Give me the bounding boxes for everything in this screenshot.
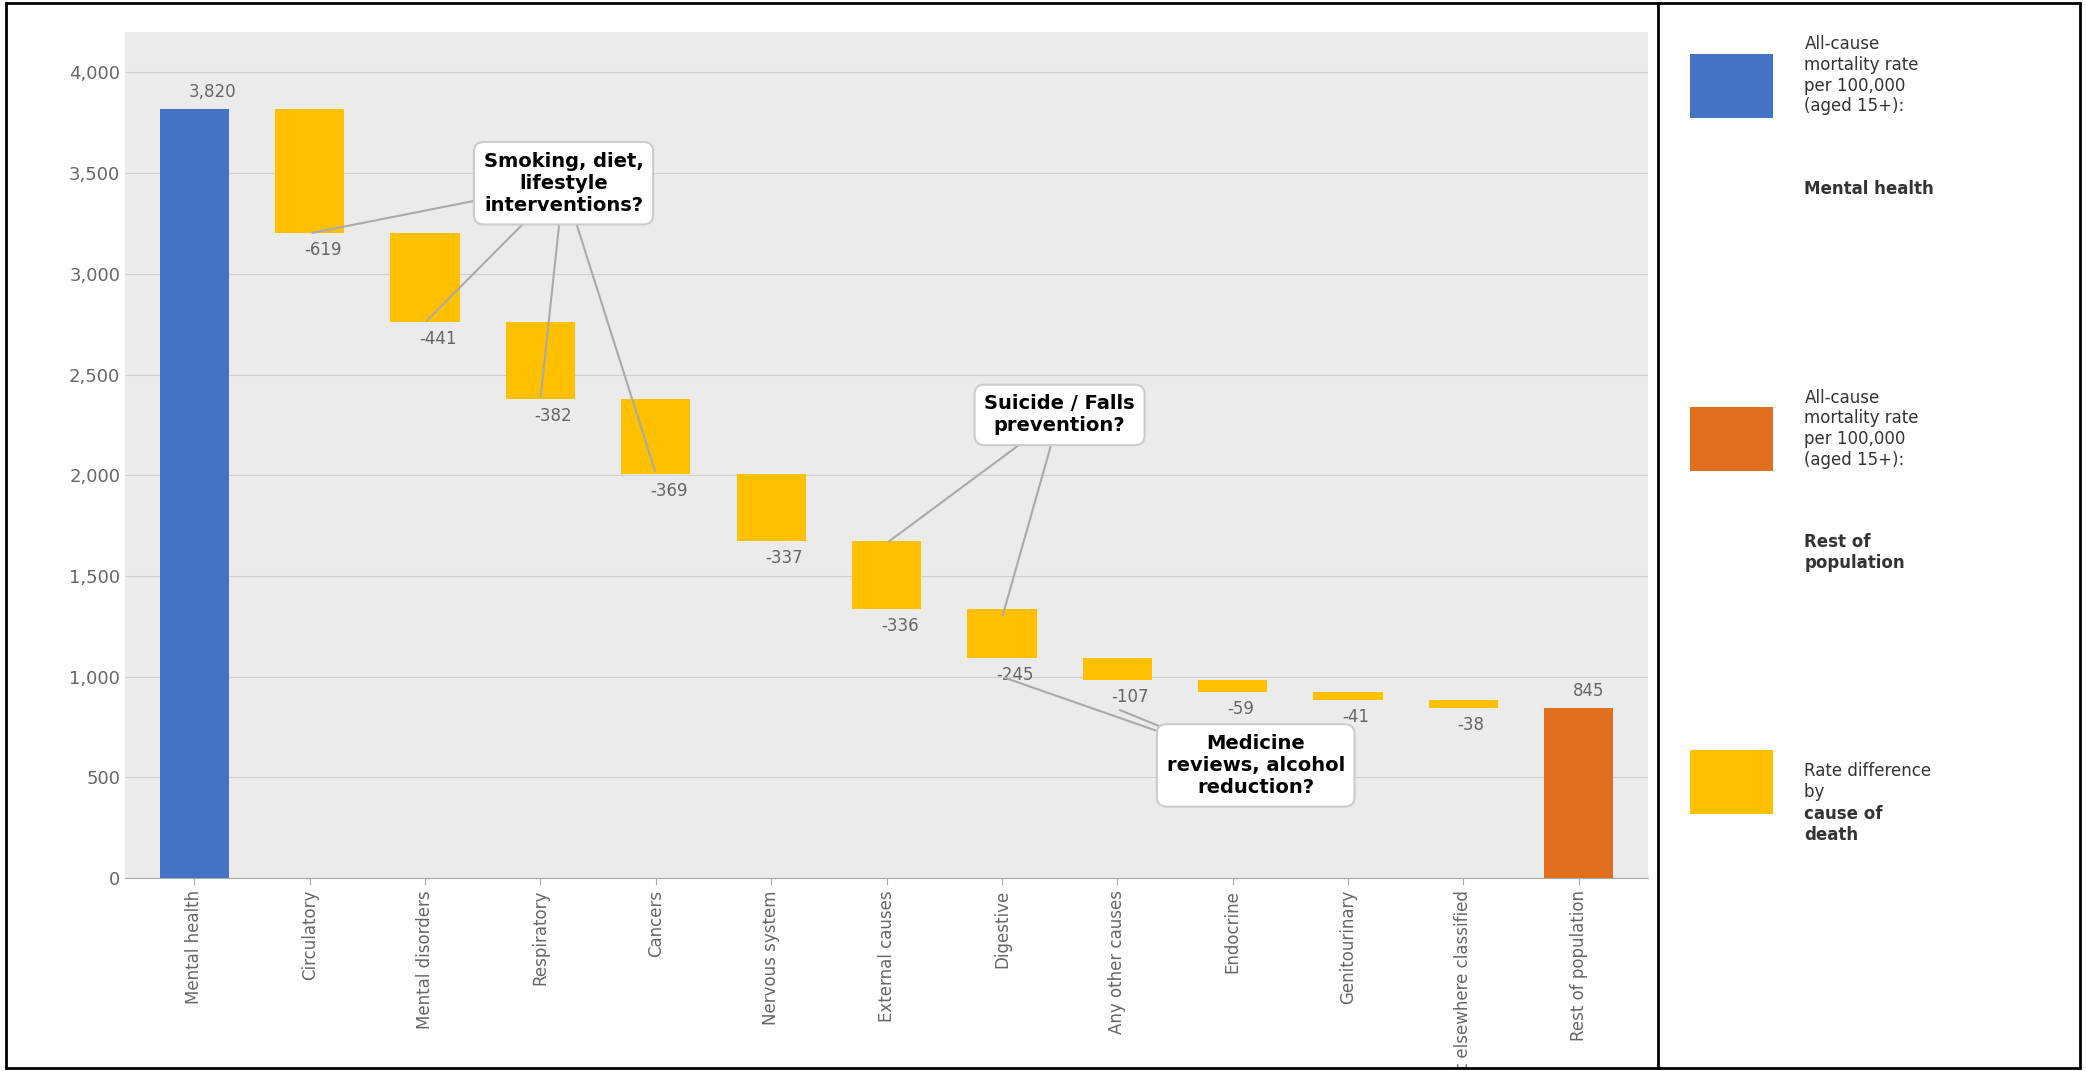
Bar bbox=[736, 473, 805, 542]
Text: Medicine
reviews, alcohol
reduction?: Medicine reviews, alcohol reduction? bbox=[1166, 734, 1345, 797]
Bar bbox=[1544, 708, 1612, 878]
Bar bbox=[390, 233, 459, 322]
Text: -59: -59 bbox=[1227, 700, 1254, 718]
Text: -382: -382 bbox=[534, 407, 572, 425]
Text: -41: -41 bbox=[1341, 708, 1368, 726]
Text: 3,820: 3,820 bbox=[188, 82, 236, 101]
Bar bbox=[851, 542, 922, 609]
Text: Mental health: Mental health bbox=[1804, 180, 1934, 198]
Text: -336: -336 bbox=[880, 617, 918, 635]
Bar bbox=[1083, 659, 1151, 680]
Text: -441: -441 bbox=[419, 330, 457, 348]
Text: -107: -107 bbox=[1112, 688, 1149, 706]
Bar bbox=[161, 108, 229, 878]
Bar bbox=[1429, 700, 1498, 708]
Text: All-cause
mortality rate
per 100,000
(aged 15+):: All-cause mortality rate per 100,000 (ag… bbox=[1804, 35, 1919, 136]
Bar bbox=[1314, 692, 1383, 700]
Bar bbox=[505, 322, 576, 399]
Text: cause of
death: cause of death bbox=[1804, 805, 1884, 844]
Text: 845: 845 bbox=[1573, 682, 1604, 700]
Bar bbox=[1197, 680, 1266, 692]
Text: -337: -337 bbox=[766, 549, 803, 568]
Text: Rate difference
by: Rate difference by bbox=[1804, 763, 1932, 801]
Text: -369: -369 bbox=[651, 482, 688, 499]
Text: Smoking, diet,
lifestyle
interventions?: Smoking, diet, lifestyle interventions? bbox=[484, 152, 642, 214]
Text: Rest of
population: Rest of population bbox=[1804, 533, 1905, 572]
Bar bbox=[275, 108, 344, 233]
Text: -38: -38 bbox=[1458, 715, 1485, 734]
Text: -245: -245 bbox=[997, 666, 1035, 684]
Text: All-cause
mortality rate
per 100,000
(aged 15+):: All-cause mortality rate per 100,000 (ag… bbox=[1804, 389, 1919, 489]
Bar bbox=[622, 399, 690, 473]
Bar bbox=[968, 609, 1037, 659]
Text: -619: -619 bbox=[305, 241, 342, 259]
Text: Suicide / Falls
prevention?: Suicide / Falls prevention? bbox=[985, 394, 1135, 436]
